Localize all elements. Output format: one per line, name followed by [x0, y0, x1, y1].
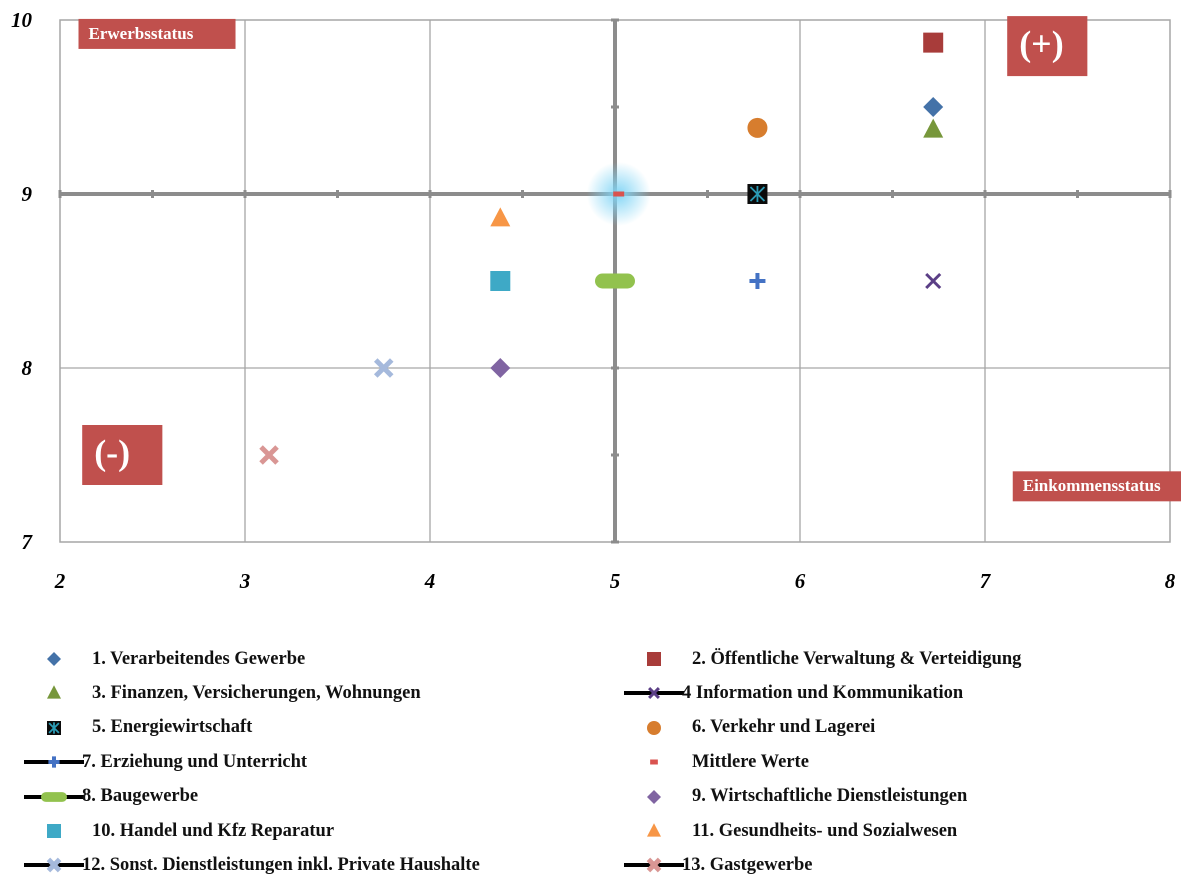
- annotation-box: [1012, 471, 1181, 502]
- legend-swatch: [650, 759, 658, 765]
- data-point-2: [923, 32, 944, 53]
- annotation-box: [82, 425, 163, 485]
- legend-marker: [47, 824, 61, 838]
- legend-label: 1. Verarbeitendes Gewerbe: [92, 648, 306, 669]
- legend-item: 3. Finanzen, Versicherungen, Wohnungen: [18, 678, 421, 708]
- y-tick-label: 7: [22, 530, 34, 554]
- annotation-box: [1007, 16, 1088, 77]
- annotations: Erwerbsstatus (+) (-) Einkommensstatus: [78, 16, 1181, 502]
- x-tick-label: 4: [424, 569, 436, 593]
- annotation-text: Einkommensstatus: [1023, 476, 1161, 495]
- legend-marker: [48, 756, 60, 768]
- legend-swatch: [647, 652, 661, 666]
- legend-swatch: [47, 720, 61, 735]
- legend-label: 11. Gesundheits- und Sozialwesen: [692, 820, 958, 841]
- legend-swatch: [647, 720, 661, 735]
- legend-item: Mittlere Werte: [618, 747, 809, 777]
- data-point-5: [747, 184, 768, 204]
- legend-marker: [647, 823, 661, 837]
- annotation-text: (+): [1019, 23, 1063, 63]
- scatter-chart: Erwerbsstatus (+) (-) Einkommensstatus 2 3 4 5…: [11, 8, 1181, 593]
- x-tick-label: 6: [795, 569, 806, 593]
- legend-label: 6. Verkehr und Lagerei: [692, 717, 876, 738]
- legend-marker: [648, 687, 660, 700]
- annotation-einkommensstatus: Einkommensstatus: [1012, 471, 1181, 502]
- annotation-text: (-): [94, 432, 130, 472]
- x-tick-label: 5: [610, 569, 621, 593]
- legend-swatch: [647, 789, 661, 804]
- legend-label: 3. Finanzen, Versicherungen, Wohnungen: [92, 682, 421, 703]
- legend-label: 5. Energiewirtschaft: [92, 717, 253, 738]
- legend-item: 13. Gastgewerbe: [618, 850, 813, 880]
- legend-label: 4 Information und Kommunikation: [682, 682, 964, 703]
- legend-swatch: [647, 823, 661, 837]
- legend-label: 9. Wirtschaftliche Dienstleistungen: [692, 786, 968, 807]
- x-tick-label: 2: [54, 569, 66, 593]
- data-point-8: [613, 191, 625, 197]
- data-point-4: [925, 272, 942, 290]
- legend-item: 7. Erziehung und Unterricht: [18, 747, 307, 777]
- legend-label: 10. Handel und Kfz Reparatur: [92, 820, 335, 841]
- data-point-13: [373, 358, 394, 378]
- annotation-text: Erwerbsstatus: [89, 24, 194, 43]
- annotation-: (-): [82, 425, 163, 485]
- data-point-6: [747, 117, 768, 138]
- y-axis-ticks: 7 8 9 10: [11, 8, 34, 554]
- legend-item: 1. Verarbeitendes Gewerbe: [18, 644, 305, 674]
- legend-swatch: [47, 652, 61, 666]
- data-point-1: [923, 97, 944, 117]
- legend-marker: [650, 759, 658, 765]
- annotation-erwerbsstatus: Erwerbsstatus: [78, 18, 236, 49]
- legend-swatch: [24, 858, 84, 873]
- x-axis-ticks: 2 3 4 5 6 7 8: [54, 569, 1176, 593]
- legend-item: 4 Information und Kommunikation: [618, 678, 963, 708]
- data-point-11: [490, 271, 511, 291]
- legend-swatch: [24, 791, 84, 802]
- data-point-10: [490, 358, 511, 378]
- legend-item: 11. Gesundheits- und Sozialwesen: [618, 816, 957, 846]
- data-point-12: [490, 207, 511, 227]
- legend-item: 6. Verkehr und Lagerei: [618, 713, 875, 743]
- legend-item: 10. Handel und Kfz Reparatur: [18, 816, 334, 846]
- legend-marker: [646, 858, 662, 873]
- legend-swatch: [47, 824, 61, 838]
- y-tick-label: 10: [11, 8, 33, 32]
- y-tick-label: 9: [22, 182, 33, 206]
- x-tick-label: 3: [239, 569, 251, 593]
- legend-marker: [47, 652, 61, 666]
- data-point-7: [749, 273, 766, 289]
- legend-marker: [47, 720, 61, 735]
- legend-item: 12. Sonst. Dienstleistungen inkl. Privat…: [18, 850, 480, 880]
- legend-label: 12. Sonst. Dienstleistungen inkl. Privat…: [82, 854, 480, 875]
- legend-item: 8. Baugewerbe: [18, 782, 198, 812]
- legend-label: 2. Öffentliche Verwaltung & Verteidigung: [692, 648, 1022, 669]
- legend-swatch: [24, 756, 84, 768]
- legend-swatch: [624, 858, 684, 873]
- legend: 1. Verarbeitendes Gewerbe 2. Öffentliche …: [0, 640, 1181, 888]
- x-tick-label: 7: [980, 569, 992, 593]
- legend-swatch: [624, 687, 684, 700]
- x-tick-label: 8: [1165, 569, 1176, 593]
- legend-label: 8. Baugewerbe: [82, 786, 199, 807]
- legend-label: 7. Erziehung und Unterricht: [82, 751, 308, 772]
- legend-marker: [41, 791, 67, 802]
- legend-label: 13. Gastgewerbe: [682, 854, 813, 875]
- annotation-: (+): [1007, 16, 1088, 77]
- legend-item: 2. Öffentliche Verwaltung & Verteidigung: [618, 644, 1021, 674]
- legend-label: Mittlere Werte: [692, 751, 809, 772]
- legend-marker: [46, 858, 62, 873]
- legend-marker: [47, 685, 61, 699]
- legend-marker: [647, 789, 661, 804]
- legend-item: 9. Wirtschaftliche Dienstleistungen: [618, 782, 967, 812]
- y-tick-label: 8: [22, 356, 33, 380]
- annotation-box: [78, 18, 236, 49]
- legend-marker: [647, 652, 661, 666]
- legend-item: 5. Energiewirtschaft: [18, 713, 252, 743]
- data-point-3: [923, 118, 944, 138]
- data-points: [259, 32, 944, 465]
- data-point-9: [595, 273, 635, 289]
- legend-swatch: [47, 685, 61, 699]
- legend-marker: [647, 720, 661, 735]
- data-point-14: [259, 445, 279, 465]
